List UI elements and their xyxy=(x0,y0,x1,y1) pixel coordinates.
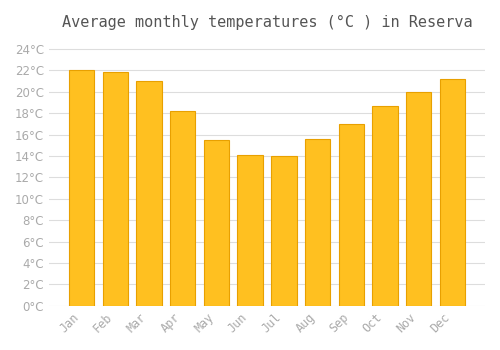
Bar xyxy=(102,72,128,306)
Bar xyxy=(136,81,162,306)
Bar xyxy=(69,70,94,306)
Bar xyxy=(204,140,229,306)
Bar xyxy=(305,139,330,306)
Bar xyxy=(271,156,296,306)
Title: Average monthly temperatures (°C ) in Reserva: Average monthly temperatures (°C ) in Re… xyxy=(62,15,472,30)
Bar xyxy=(440,79,465,306)
Bar xyxy=(372,106,398,306)
Bar xyxy=(170,111,196,306)
Bar xyxy=(406,92,431,306)
Bar xyxy=(238,155,263,306)
Bar xyxy=(338,124,364,306)
